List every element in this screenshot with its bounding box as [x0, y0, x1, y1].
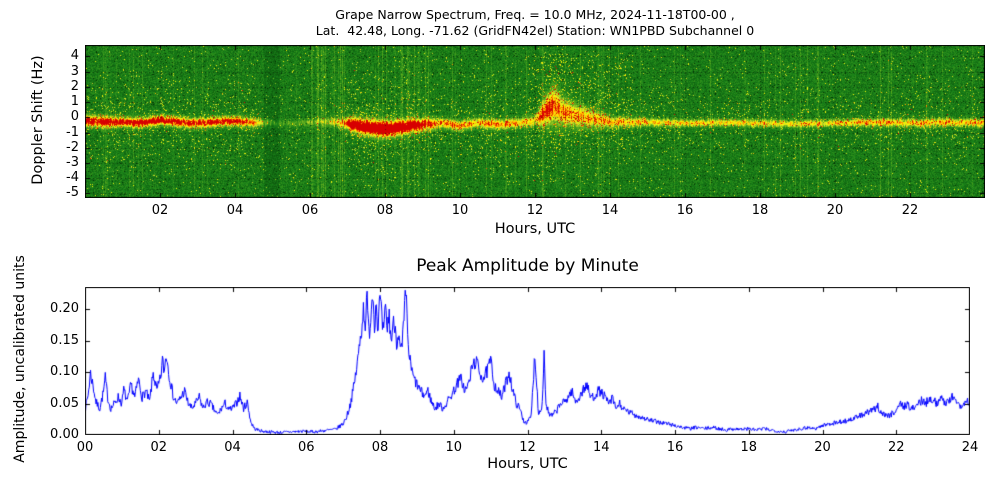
amplitude-canvas	[85, 287, 970, 435]
amplitude-x-axis-label: Hours, UTC	[487, 456, 568, 472]
amplitude-y-tick-label: 0.20	[50, 301, 79, 317]
spectrogram-canvas	[85, 45, 985, 198]
amplitude-x-tick-label: 14	[592, 440, 610, 455]
amplitude-x-tick-label: 22	[887, 440, 905, 455]
spectrogram-x-tick-label: 02	[151, 203, 169, 218]
spectrogram-y-tick-label: 0	[70, 109, 79, 125]
amplitude-x-tick-label: 16	[666, 440, 684, 455]
spectrogram-y-tick-label: 2	[70, 78, 79, 94]
spectrogram-title-line2: Lat. 42.48, Long. -71.62 (GridFN42el) St…	[315, 23, 755, 38]
spectrogram-x-tick-label: 18	[751, 203, 769, 218]
amplitude-y-tick-label: 0.05	[50, 395, 79, 411]
spectrogram-y-tick-label: -1	[66, 124, 79, 140]
spectrogram-title-line1: Grape Narrow Spectrum, Freq. = 10.0 MHz,…	[335, 7, 735, 22]
spectrogram-x-tick-label: 04	[226, 203, 244, 218]
amplitude-title: Peak Amplitude by Minute	[416, 256, 639, 276]
spectrogram-x-tick-label: 22	[901, 203, 919, 218]
spectrogram-x-tick-label: 14	[601, 203, 619, 218]
spectrogram-y-tick-label: -3	[66, 154, 79, 170]
spectrogram-x-tick-label: 08	[376, 203, 394, 218]
spectrogram-y-tick-label: 1	[70, 94, 79, 110]
amplitude-x-tick-label: 04	[224, 440, 241, 455]
spectrogram-x-axis-label: Hours, UTC	[494, 221, 576, 237]
amplitude-x-tick-label: 20	[814, 440, 831, 455]
amplitude-y-tick-label: 0.00	[50, 427, 79, 442]
spectrogram-x-tick-label: 10	[451, 203, 469, 218]
spectrogram-y-tick-label: -4	[66, 170, 79, 186]
amplitude-x-tick-label: 10	[445, 440, 463, 455]
amplitude-y-tick-label: 0.15	[50, 332, 79, 348]
amplitude-x-tick-label: 02	[150, 440, 168, 455]
amplitude-x-tick-label: 24	[961, 440, 979, 455]
amplitude-x-tick-label: 18	[740, 440, 758, 455]
spectrogram-x-tick-label: 06	[301, 203, 319, 218]
amplitude-x-tick-label: 12	[519, 440, 536, 455]
spectrogram-y-tick-label: 4	[70, 48, 79, 64]
amplitude-y-tick-label: 0.10	[50, 364, 79, 380]
spectrogram-y-tick-label: -5	[66, 185, 79, 201]
amplitude-x-tick-label: 08	[371, 440, 389, 455]
spectrogram-x-tick-label: 20	[826, 203, 844, 218]
amplitude-y-axis-label: Amplitude, uncalibrated units	[12, 255, 28, 463]
spectrogram-x-tick-label: 16	[676, 203, 694, 218]
spectrogram-y-tick-label: 3	[70, 63, 79, 79]
amplitude-x-tick-label: 00	[76, 440, 94, 455]
spectrogram-y-tick-label: -2	[66, 139, 79, 155]
amplitude-x-tick-label: 06	[297, 440, 315, 455]
spectrogram-x-tick-label: 12	[526, 203, 544, 218]
